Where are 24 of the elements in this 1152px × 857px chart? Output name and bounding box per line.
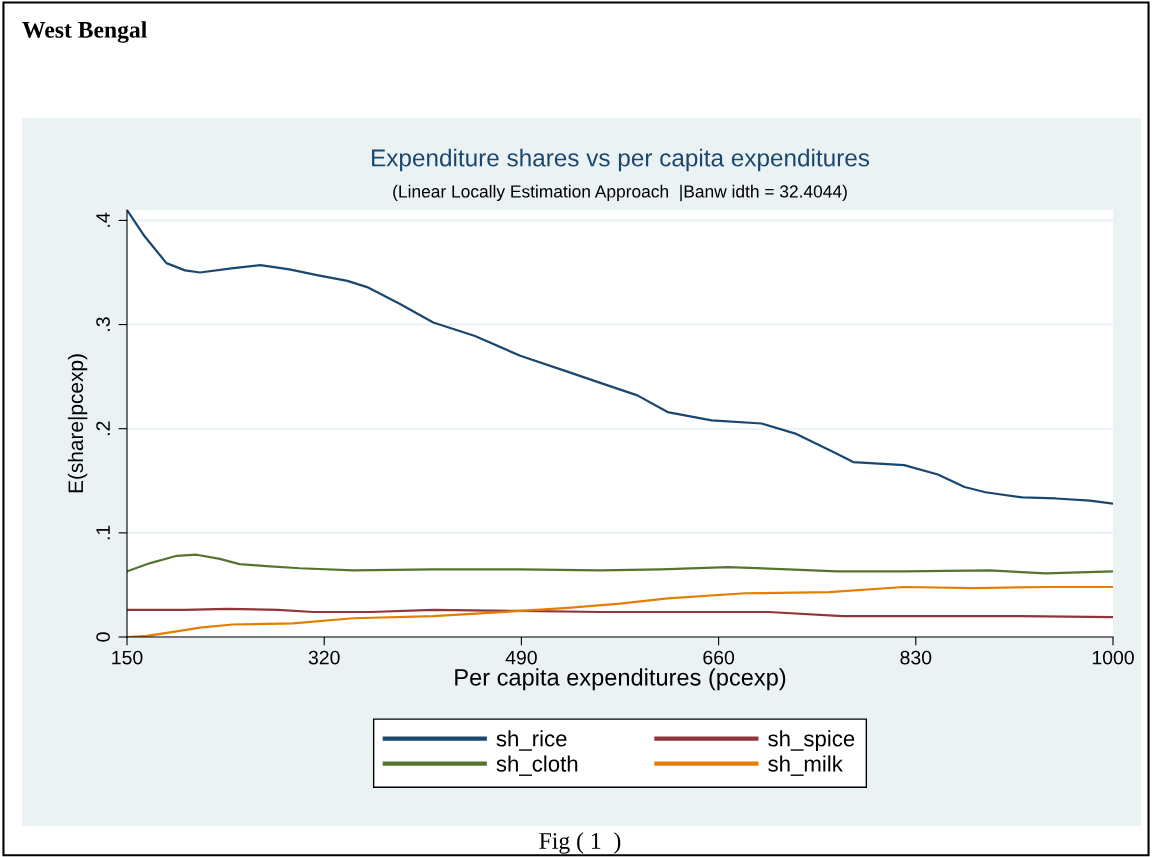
line-series (127, 210, 1113, 505)
chart-title: Expenditure shares vs per capita expenditures (372, 148, 870, 172)
y-tick-label: .3 (96, 317, 110, 331)
x-tick-label: 660 (703, 650, 735, 665)
x-tick-label: 490 (505, 650, 537, 665)
text: Fig ( 1 ) (539, 832, 621, 854)
x-tick-label: 150 (112, 650, 143, 665)
x-axis-title: Per capita expenditures (pcexp) (455, 668, 786, 691)
y-tick-label: .2 (96, 421, 110, 436)
y-tick-label: .1 (96, 525, 110, 540)
legend-label: sh_cloth (496, 755, 578, 776)
line-series (127, 607, 1113, 619)
x-tick-label: 320 (308, 650, 340, 665)
line-series (127, 553, 1113, 575)
y-tick-label: .4 (96, 212, 110, 227)
y-tick-label: 0 (96, 632, 110, 642)
x-tick-label: 1000 (1092, 650, 1134, 665)
y-axis-title: E(share|pcexp) (67, 354, 88, 493)
x-tick-label: 830 (900, 650, 932, 665)
legend-label: sh_milk (768, 755, 843, 776)
legend-label: sh_spice (768, 730, 855, 751)
legend-label: sh_rice (496, 730, 567, 751)
text: West Bengal (22, 21, 147, 43)
chart-subtitle: (Linear Locally Estimation Approach |Banw idth = 32.4044) (393, 184, 847, 202)
